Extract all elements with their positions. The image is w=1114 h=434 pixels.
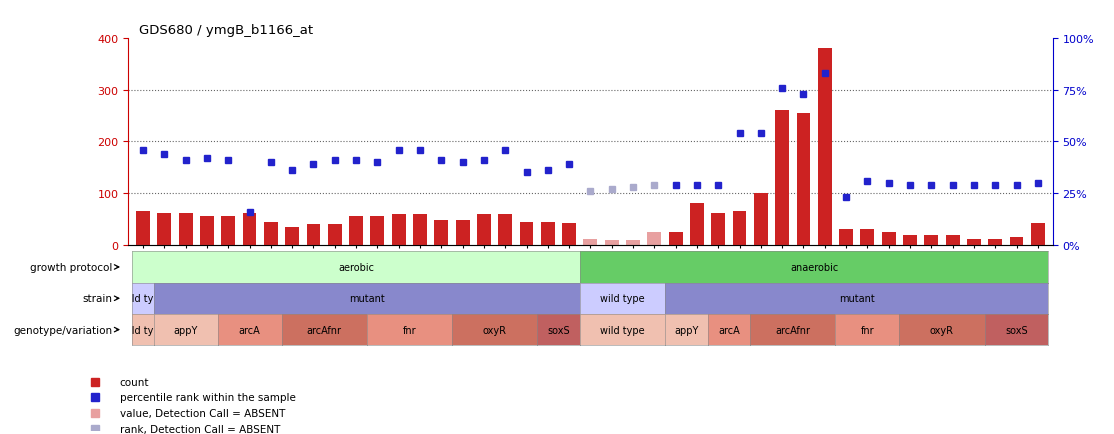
Text: strain: strain xyxy=(82,294,113,303)
Bar xyxy=(775,111,789,245)
Text: arcA: arcA xyxy=(719,325,740,335)
Bar xyxy=(498,214,512,245)
Bar xyxy=(306,225,321,245)
Bar xyxy=(477,214,491,245)
Bar xyxy=(178,213,193,245)
Bar xyxy=(882,232,896,245)
Text: wild type: wild type xyxy=(600,294,645,303)
Bar xyxy=(584,239,597,245)
Bar xyxy=(647,232,662,245)
Bar xyxy=(328,225,342,245)
Bar xyxy=(136,212,150,245)
Bar xyxy=(903,236,917,245)
Text: fnr: fnr xyxy=(402,325,417,335)
Text: rank, Detection Call = ABSENT: rank, Detection Call = ABSENT xyxy=(120,424,280,434)
Bar xyxy=(157,213,172,245)
Bar xyxy=(456,220,469,245)
Bar xyxy=(733,212,746,245)
Text: growth protocol: growth protocol xyxy=(30,263,113,272)
Bar xyxy=(349,217,363,245)
Bar xyxy=(434,220,448,245)
Text: wild type: wild type xyxy=(120,294,165,303)
Bar xyxy=(264,222,277,245)
Text: genotype/variation: genotype/variation xyxy=(13,325,113,335)
Text: mutant: mutant xyxy=(349,294,384,303)
Text: mutant: mutant xyxy=(839,294,874,303)
Text: count: count xyxy=(120,377,149,387)
Bar xyxy=(988,239,1003,245)
Bar xyxy=(797,114,810,245)
Text: arcA: arcA xyxy=(238,325,261,335)
Bar xyxy=(285,227,299,245)
Text: oxyR: oxyR xyxy=(930,325,954,335)
Text: anaerobic: anaerobic xyxy=(790,263,838,272)
Bar xyxy=(1009,237,1024,245)
Bar xyxy=(222,217,235,245)
Text: wild type: wild type xyxy=(600,325,645,335)
Text: soxS: soxS xyxy=(1005,325,1028,335)
Bar xyxy=(243,213,256,245)
Bar xyxy=(201,217,214,245)
Bar xyxy=(860,230,874,245)
Text: arcAfnr: arcAfnr xyxy=(306,325,342,335)
Bar xyxy=(563,224,576,245)
Bar xyxy=(1030,224,1045,245)
Bar xyxy=(818,49,832,245)
Bar xyxy=(839,230,853,245)
Text: arcAfnr: arcAfnr xyxy=(775,325,810,335)
Text: percentile rank within the sample: percentile rank within the sample xyxy=(120,392,295,402)
Text: GDS680 / ymgB_b1166_at: GDS680 / ymgB_b1166_at xyxy=(139,24,313,37)
Bar xyxy=(668,232,683,245)
Text: aerobic: aerobic xyxy=(338,263,374,272)
Bar xyxy=(967,239,980,245)
Text: wild type: wild type xyxy=(120,325,165,335)
Bar xyxy=(519,222,534,245)
Bar xyxy=(541,222,555,245)
Text: oxyR: oxyR xyxy=(482,325,507,335)
Bar xyxy=(626,240,639,245)
Text: appY: appY xyxy=(174,325,198,335)
Bar xyxy=(392,214,405,245)
Bar xyxy=(754,194,768,245)
Bar xyxy=(925,236,938,245)
Bar xyxy=(413,214,427,245)
Bar xyxy=(371,217,384,245)
Text: value, Detection Call = ABSENT: value, Detection Call = ABSENT xyxy=(120,408,285,418)
Text: soxS: soxS xyxy=(547,325,569,335)
Bar xyxy=(946,236,959,245)
Bar xyxy=(712,213,725,245)
Bar xyxy=(605,240,618,245)
Bar xyxy=(690,204,704,245)
Text: appY: appY xyxy=(674,325,698,335)
Text: fnr: fnr xyxy=(861,325,874,335)
